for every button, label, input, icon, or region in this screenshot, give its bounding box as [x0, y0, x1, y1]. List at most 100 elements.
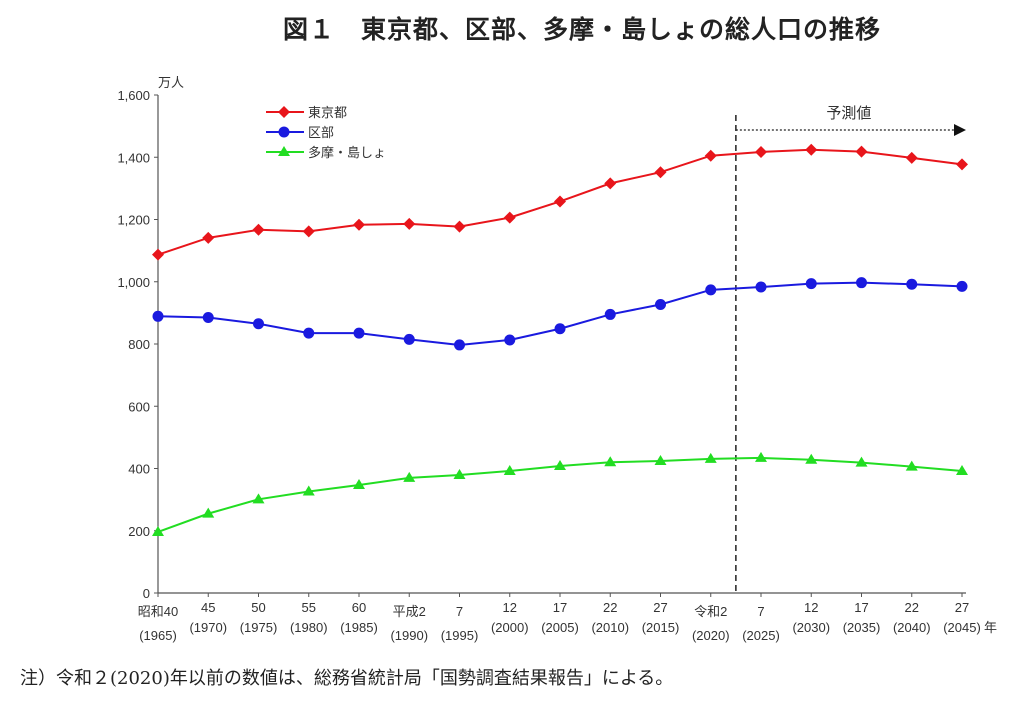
series-2-point	[855, 456, 868, 467]
series-2-point	[704, 452, 717, 463]
series-1-point	[454, 339, 465, 351]
series-0-point	[453, 220, 466, 233]
series-0-point	[654, 166, 667, 179]
x-tick-label: 令和2	[694, 604, 727, 619]
x-tick-label: 27	[653, 600, 667, 615]
series-1-point	[253, 318, 264, 330]
x-tick-label: 7	[456, 604, 463, 619]
series-1-point	[755, 281, 767, 293]
forecast-label: 予測値	[826, 104, 871, 122]
series-1-point	[604, 308, 616, 320]
x-tick-label: 17	[854, 600, 868, 615]
series-0-point	[755, 145, 767, 158]
series-1-point	[202, 312, 214, 324]
series-2-point	[152, 525, 164, 536]
series-2-point	[403, 471, 416, 482]
y-tick-label: 600	[128, 399, 150, 414]
legend-marker	[278, 106, 290, 118]
x-tick-label-year: (2005)	[541, 620, 579, 635]
series-1-point	[906, 278, 918, 290]
legend-label: 多摩・島しょ	[308, 145, 386, 161]
y-tick-label: 0	[143, 586, 150, 601]
x-tick-label-year: (1975)	[240, 620, 278, 635]
x-tick-label: 22	[603, 600, 617, 615]
y-tick-label: 1,000	[117, 275, 150, 290]
chart-title: 図１ 東京都、区部、多摩・島しょの総人口の推移	[282, 15, 881, 44]
x-tick-label: 50	[251, 600, 265, 615]
x-tick-label-year: (2015)	[642, 620, 680, 635]
forecast-arrowhead	[954, 124, 966, 136]
y-tick-label: 400	[128, 462, 150, 477]
series-1-point	[655, 298, 666, 310]
series-0-point	[554, 195, 566, 208]
legend-marker	[278, 146, 290, 156]
x-tick-label: 22	[905, 600, 919, 615]
x-unit-label: 年	[984, 620, 997, 635]
series-2-point	[453, 469, 466, 480]
series-1-point	[403, 333, 415, 345]
series-0-point	[353, 218, 365, 231]
x-tick-label-year: (2000)	[491, 620, 529, 635]
x-tick-label-year: (2025)	[742, 628, 780, 643]
x-tick-label: 平成2	[393, 604, 426, 619]
x-tick-label: 60	[352, 600, 366, 615]
x-tick-label: 17	[553, 600, 567, 615]
x-tick-label-year: (2045)	[943, 620, 981, 635]
footnote: 注）令和２(2020)年以前の数値は、総務省統計局「国勢調査結果報告」による。	[20, 668, 674, 689]
x-tick-label-year: (2035)	[843, 620, 881, 635]
series-1-line	[157, 281, 963, 346]
series-0-point	[604, 177, 617, 190]
x-tick-label: 27	[955, 600, 969, 615]
series-0-point	[704, 149, 717, 162]
series-2-point	[654, 455, 667, 466]
y-tick-label: 800	[128, 337, 150, 352]
series-2-point	[604, 456, 617, 467]
series-0-point	[956, 158, 968, 171]
x-tick-label-year: (1980)	[290, 620, 328, 635]
series-0-point	[503, 211, 516, 224]
x-tick-label: 7	[757, 604, 764, 619]
series-2-point	[353, 478, 365, 489]
legend-marker	[278, 126, 290, 138]
series-2-point	[202, 507, 215, 518]
series-1-point	[554, 323, 566, 335]
series-2-point	[956, 464, 968, 475]
series-2-point	[252, 493, 265, 504]
line-chart: 万人 0 200 400 600 800 1,000 1,200 1,400 1,600 昭和40 (…	[117, 75, 997, 643]
series-0-point	[905, 151, 918, 164]
x-tick-label-year: (1985)	[340, 620, 378, 635]
x-tick-label-year: (1990)	[390, 628, 428, 643]
series-1-point	[705, 284, 717, 296]
x-tick-label: 12	[503, 600, 517, 615]
series-0-point	[855, 145, 868, 158]
y-tick-label: 200	[128, 524, 150, 539]
x-tick-label-year: (1995)	[441, 628, 479, 643]
y-tick-label: 1,600	[117, 88, 150, 103]
series-0-point	[202, 231, 215, 244]
series-1-point	[856, 277, 867, 289]
series-0-point	[302, 225, 315, 238]
series-1-point	[956, 280, 968, 292]
series-0-point	[403, 217, 416, 230]
series-1-point	[805, 278, 817, 290]
series-2-point	[554, 460, 566, 471]
x-tick-label: 12	[804, 600, 818, 615]
y-axis-label: 万人	[158, 75, 184, 90]
x-tick-label: 45	[201, 600, 215, 615]
x-tick-label-year: (2010)	[591, 620, 629, 635]
series-2-point	[302, 485, 315, 496]
series-2-point	[805, 453, 818, 464]
series-1-point	[152, 310, 164, 322]
series-2-point	[905, 460, 918, 471]
series-0-point	[152, 248, 164, 261]
x-tick-label-year: (1965)	[139, 628, 177, 643]
series-1-point	[303, 327, 315, 339]
series-1-point	[353, 327, 365, 339]
x-tick-label: 昭和40	[138, 604, 178, 619]
y-tick-label: 1,200	[117, 213, 150, 228]
x-tick-label-year: (2020)	[692, 628, 730, 643]
legend-label: 区部	[308, 126, 334, 141]
series-2-point	[755, 451, 767, 462]
x-tick-label-year: (2040)	[893, 620, 931, 635]
series-0-point	[805, 143, 818, 156]
